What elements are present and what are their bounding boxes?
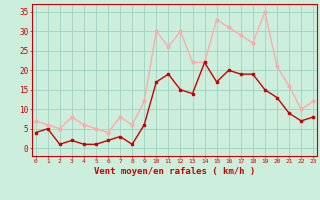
- X-axis label: Vent moyen/en rafales ( km/h ): Vent moyen/en rafales ( km/h ): [94, 167, 255, 176]
